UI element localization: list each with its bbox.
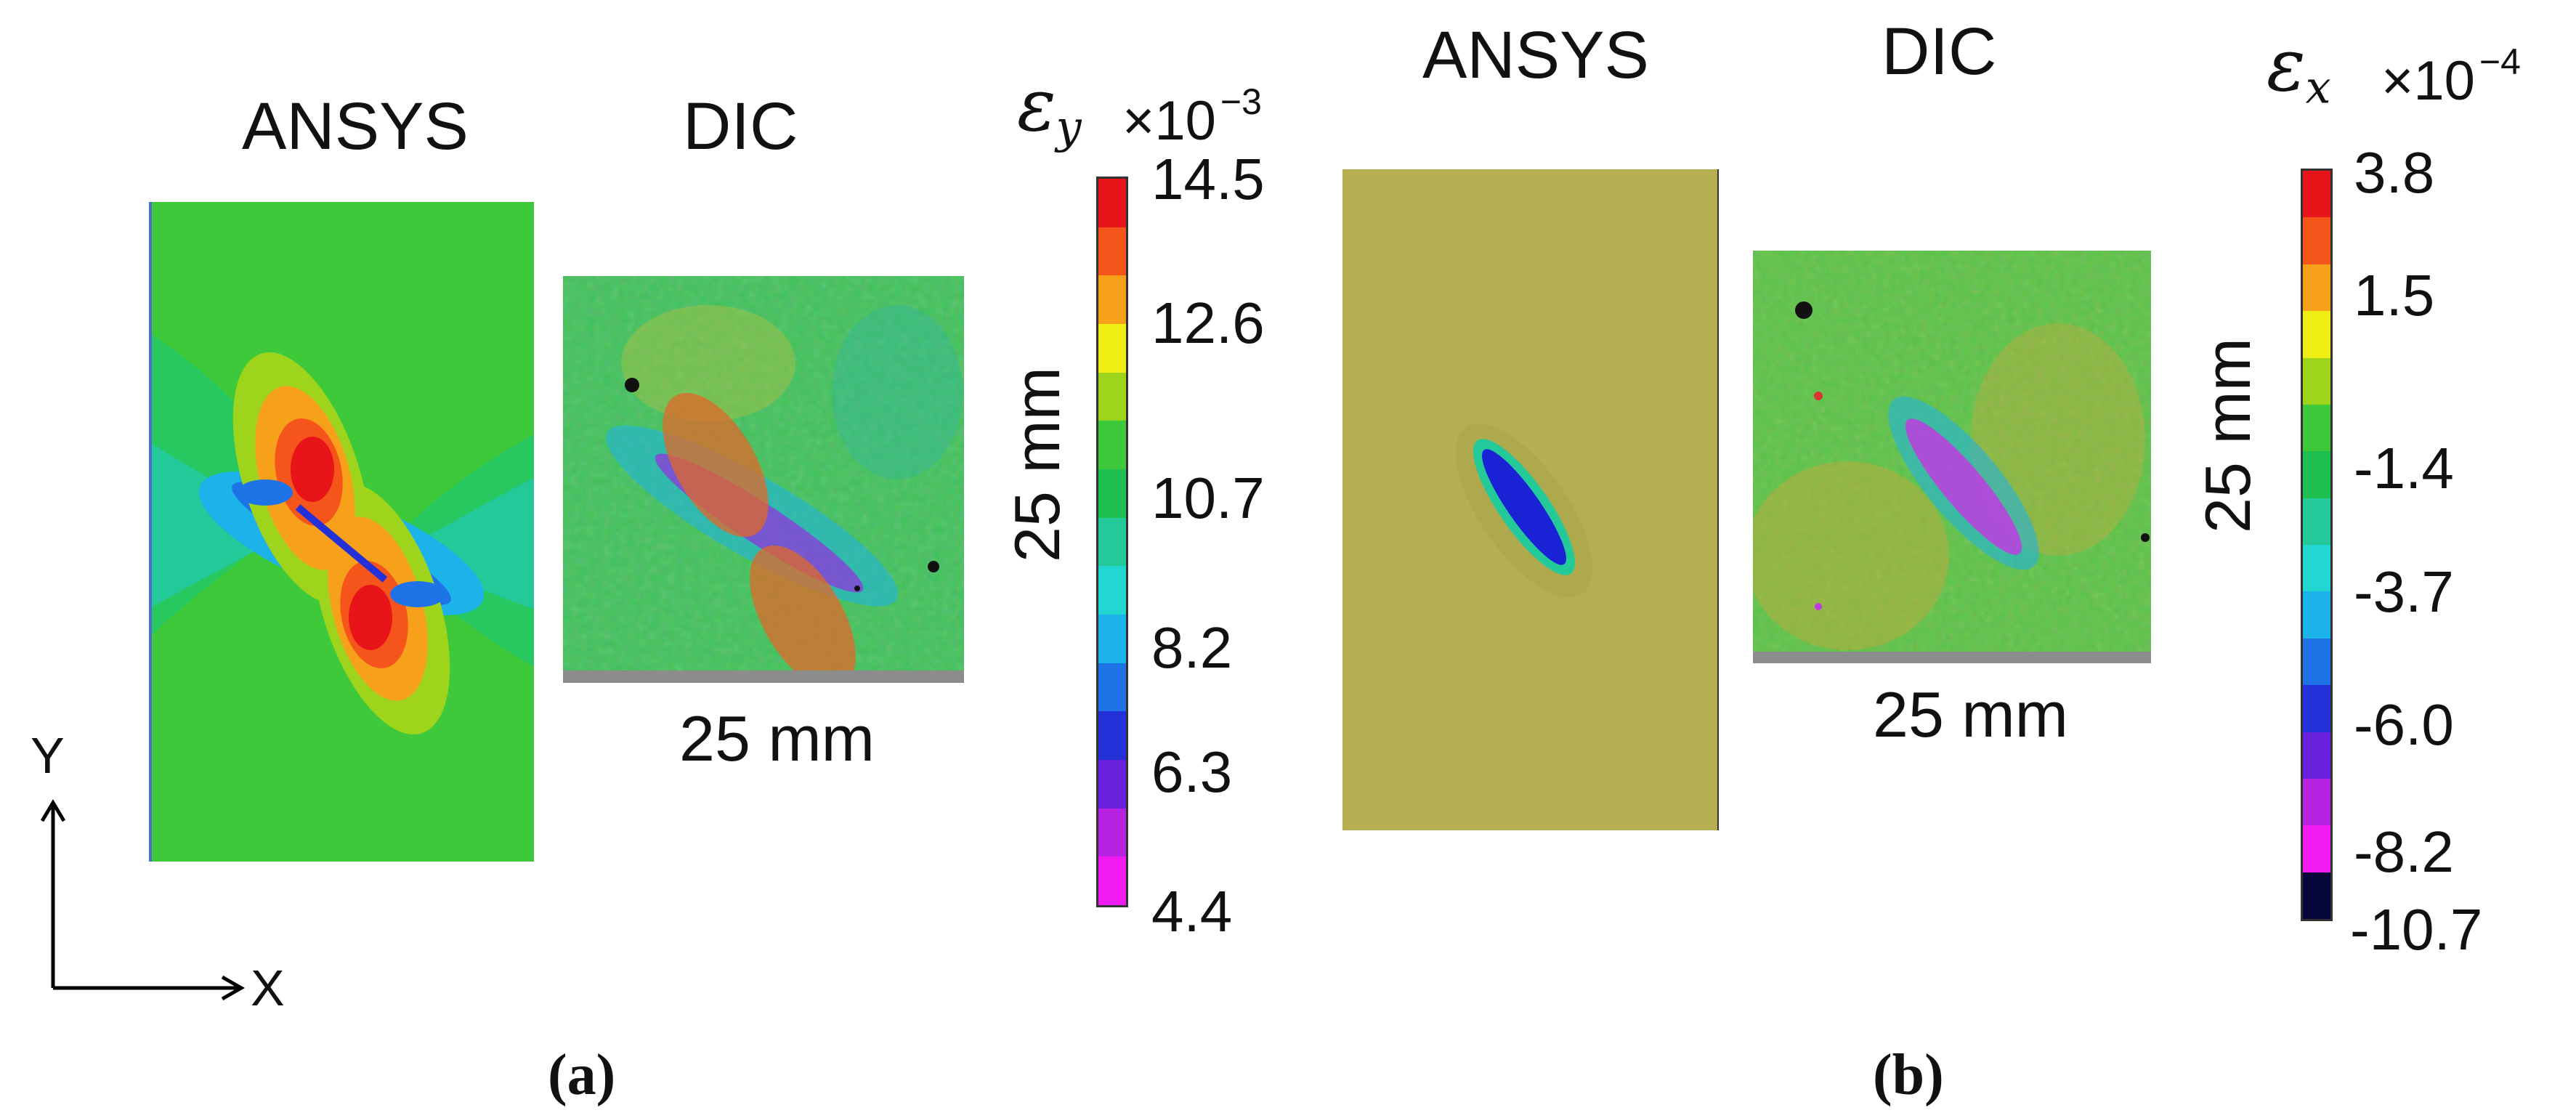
y-axis-label: Y: [31, 727, 65, 784]
panel-b-ansys-title: ANSYS: [1422, 18, 1649, 92]
panel-b-tick-label: -8.2: [2354, 819, 2454, 884]
panel-a-symbol-char: ε: [1017, 62, 1056, 147]
panel-a-ansys-contour: [149, 202, 534, 862]
panel-b-multiplier-base: ×10: [2381, 50, 2475, 112]
panel-a-symbol-sub: y: [1056, 100, 1082, 154]
panel-b-strain-symbol: εx: [2267, 29, 2331, 110]
panel-b-colorbar-band: [2303, 498, 2330, 545]
panel-b-multiplier-exp: −4: [2479, 41, 2521, 82]
xy-axes-indicator: [29, 788, 291, 1006]
panel-b-symbol-sub: x: [2305, 60, 2331, 114]
panel-b-colorbar-band: [2303, 264, 2330, 312]
panel-b-dic-title: DIC: [1882, 15, 1997, 89]
panel-a-multiplier-exp: −3: [1220, 81, 1262, 122]
panel-b-colorbar-band: [2303, 171, 2330, 218]
panel-a-dic-field: [563, 276, 964, 683]
panel-b-tick-label: -3.7: [2354, 559, 2454, 624]
x-axis-label: X: [251, 960, 285, 1016]
panel-b-colorbar-band: [2303, 217, 2330, 264]
panel-b-colorbar: [2301, 169, 2333, 921]
panel-b-colorbar-band: [2303, 451, 2330, 498]
panel-a-caption-text: (a): [548, 1043, 616, 1107]
panel-a-colorbar: [1096, 177, 1128, 907]
panel-a-width-label: 25 mm: [679, 702, 875, 774]
panel-b-symbol-char: ε: [2267, 23, 2306, 108]
panel-b-height-label: 25 mm: [2192, 338, 2264, 533]
panel-a-ansys-title: ANSYS: [242, 89, 469, 163]
panel-b-colorbar-band: [2303, 311, 2330, 358]
panel-a-colorbar-band: [1098, 711, 1126, 760]
panel-a-colorbar-band: [1098, 517, 1126, 567]
panel-a-colorbar-band: [1098, 856, 1126, 905]
panel-a-tick-label: 4.4: [1151, 879, 1233, 944]
panel-a-colorbar-band: [1098, 614, 1126, 663]
panel-b-colorbar-band: [2303, 591, 2330, 639]
panel-b-colorbar-band: [2303, 778, 2330, 826]
panel-a-tick-label: 12.6: [1151, 291, 1265, 355]
panel-a-tick-label: 6.3: [1151, 740, 1233, 804]
panel-b-colorbar-band: [2303, 685, 2330, 732]
panel-b-tick-label: -6.0: [2354, 692, 2454, 757]
panel-a-colorbar-band: [1098, 179, 1126, 227]
panel-b-colorbar-band: [2303, 872, 2330, 919]
panel-b-caption-text: (b): [1873, 1043, 1944, 1107]
panel-b-colorbar-band: [2303, 732, 2330, 779]
panel-b-colorbar-band: [2303, 357, 2330, 405]
panel-b-width-label: 25 mm: [1873, 679, 2068, 750]
panel-b-dic-field: [1753, 251, 2151, 663]
panel-a-colorbar-band: [1098, 372, 1126, 421]
panel-a-colorbar-band: [1098, 808, 1126, 857]
panel-b-colorbar-band: [2303, 404, 2330, 452]
panel-a-colorbar-band: [1098, 663, 1126, 712]
panel-b-tick-label: 3.8: [2354, 140, 2435, 205]
panel-a-colorbar-band: [1098, 759, 1126, 809]
panel-a-tick-label: 14.5: [1151, 147, 1265, 211]
panel-b-ansys-contour: [1342, 169, 1719, 830]
panel-a-colorbar-band: [1098, 566, 1126, 615]
panel-a-dic-title: DIC: [683, 89, 798, 163]
panel-a-multiplier: ×10 −3: [1122, 84, 1262, 149]
panel-a-colorbar-band: [1098, 275, 1126, 324]
panel-a-colorbar-band: [1098, 469, 1126, 518]
panel-a-colorbar-band: [1098, 421, 1126, 469]
panel-a-strain-symbol: εy: [1017, 69, 1082, 150]
panel-b-tick-label: -10.7: [2350, 897, 2483, 962]
panel-b-tick-label: -1.4: [2354, 436, 2454, 501]
panel-a-caption: (a): [548, 1046, 615, 1104]
panel-a-tick-label: 8.2: [1151, 615, 1233, 680]
panel-b-multiplier: ×10 −4: [2381, 44, 2521, 109]
panel-b-colorbar-band: [2303, 545, 2330, 592]
panel-b-colorbar-band: [2303, 638, 2330, 686]
panel-a-height-label: 25 mm: [1001, 367, 1073, 562]
panel-b-caption: (b): [1873, 1046, 1944, 1104]
panel-a-colorbar-band: [1098, 323, 1126, 373]
panel-b-colorbar-band: [2303, 825, 2330, 872]
panel-b-tick-label: 1.5: [2354, 263, 2435, 328]
panel-a-multiplier-base: ×10: [1122, 90, 1216, 152]
panel-a-colorbar-band: [1098, 227, 1126, 276]
panel-a-tick-label: 10.7: [1151, 466, 1265, 530]
